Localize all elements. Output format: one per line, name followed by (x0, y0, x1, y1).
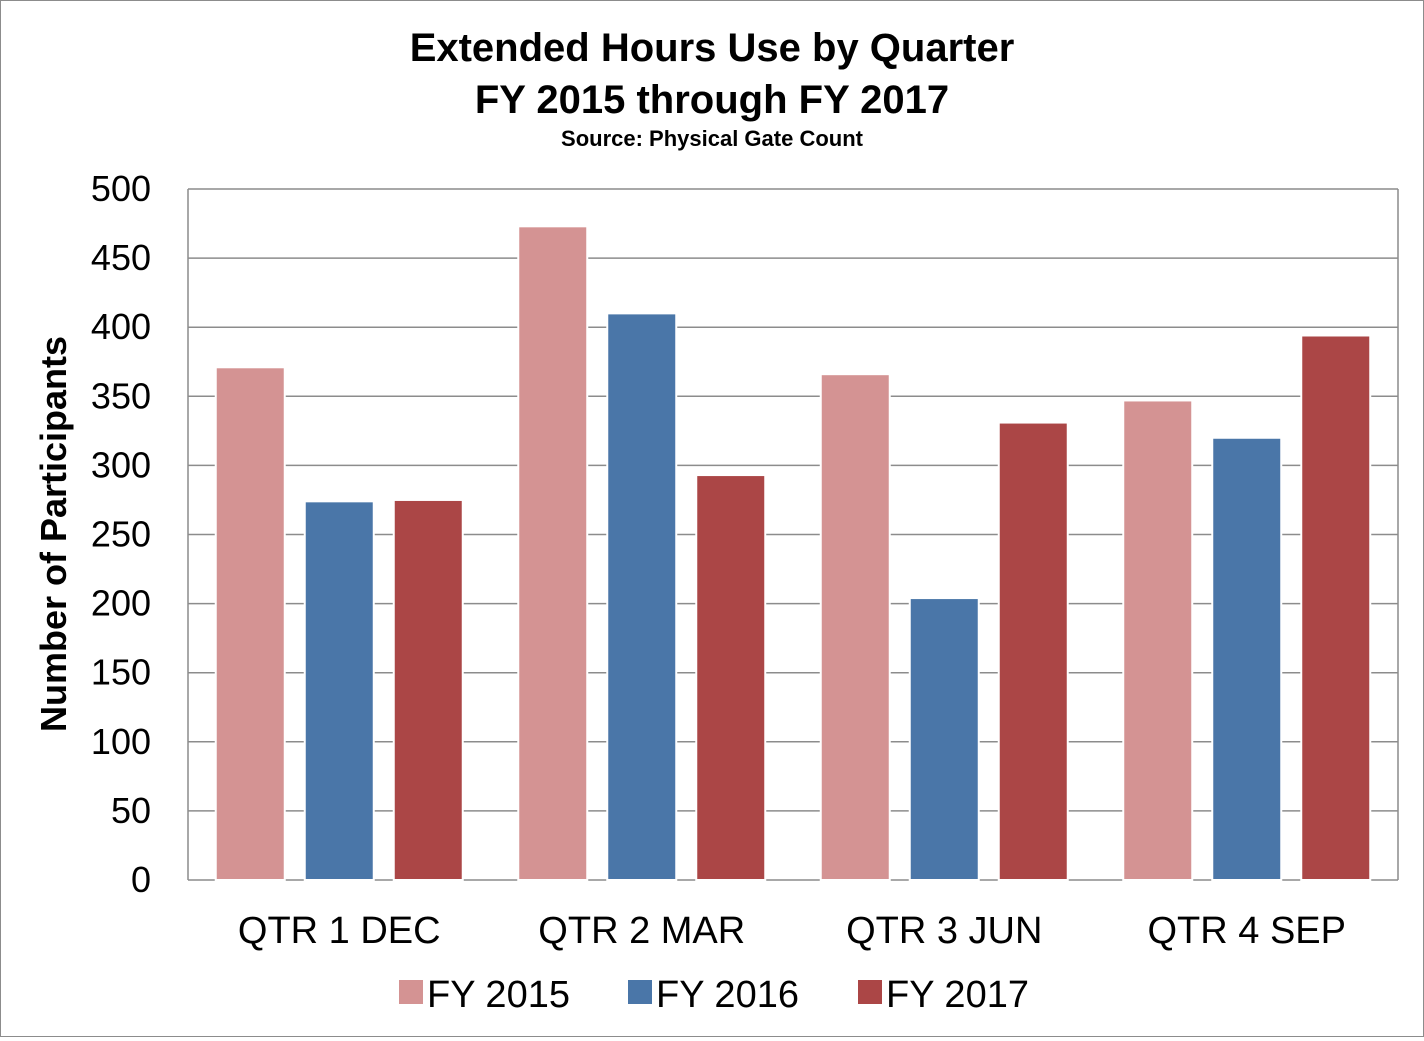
y-tick-label: 250 (91, 514, 151, 555)
chart-title: Extended Hours Use by Quarter (410, 26, 1015, 70)
bar-fy-2016-4 (1211, 436, 1283, 881)
x-tick-label: QTR 1 DEC (238, 910, 441, 952)
y-axis-ticks: 0 50 100 150 200 250 300 350 400 450 500 (91, 168, 151, 900)
y-tick-label: 0 (131, 859, 151, 900)
x-tick-label: QTR 2 MAR (538, 910, 745, 952)
chart-subtitle: Source: Physical Gate Count (561, 126, 864, 151)
legend-swatch (399, 980, 423, 1004)
y-tick-label: 400 (91, 306, 151, 347)
legend-swatch (628, 980, 652, 1004)
bar-fy-2017-2 (695, 474, 767, 881)
y-tick-label: 450 (91, 237, 151, 278)
y-tick-label: 200 (91, 583, 151, 624)
legend-label: FY 2016 (656, 974, 799, 1016)
y-tick-label: 300 (91, 444, 151, 485)
y-axis-label: Number of Participants (33, 336, 74, 732)
legend-label: FY 2015 (427, 974, 570, 1016)
y-tick-label: 350 (91, 375, 151, 416)
x-tick-label: QTR 4 SEP (1148, 910, 1347, 952)
y-tick-label: 150 (91, 652, 151, 693)
bar-fy-2015-4 (1122, 399, 1194, 881)
bar-fy-2015-3 (819, 373, 891, 881)
gridlines (187, 188, 1399, 881)
bar-fy-2017-1 (392, 498, 464, 881)
bar-fy-2015-2 (517, 225, 589, 881)
bar-fy-2016-2 (606, 312, 678, 881)
bar-fy-2017-3 (997, 421, 1069, 881)
x-axis-ticks: QTR 1 DEC QTR 2 MAR QTR 3 JUN QTR 4 SEP (238, 910, 1346, 952)
legend-swatch (858, 980, 882, 1004)
bar-fy-2016-1 (303, 500, 375, 881)
bar-fy-2016-3 (908, 597, 980, 882)
legend: FY 2015 FY 2016 FY 2017 (399, 974, 1029, 1016)
y-tick-label: 50 (111, 790, 151, 831)
chart-title-line2: FY 2015 through FY 2017 (475, 78, 949, 122)
y-tick-label: 100 (91, 721, 151, 762)
bars (214, 225, 1372, 882)
bar-fy-2015-1 (214, 366, 286, 881)
y-tick-label: 500 (91, 168, 151, 209)
bar-fy-2017-4 (1300, 334, 1372, 881)
legend-label: FY 2017 (886, 974, 1029, 1016)
x-tick-label: QTR 3 JUN (846, 910, 1042, 952)
